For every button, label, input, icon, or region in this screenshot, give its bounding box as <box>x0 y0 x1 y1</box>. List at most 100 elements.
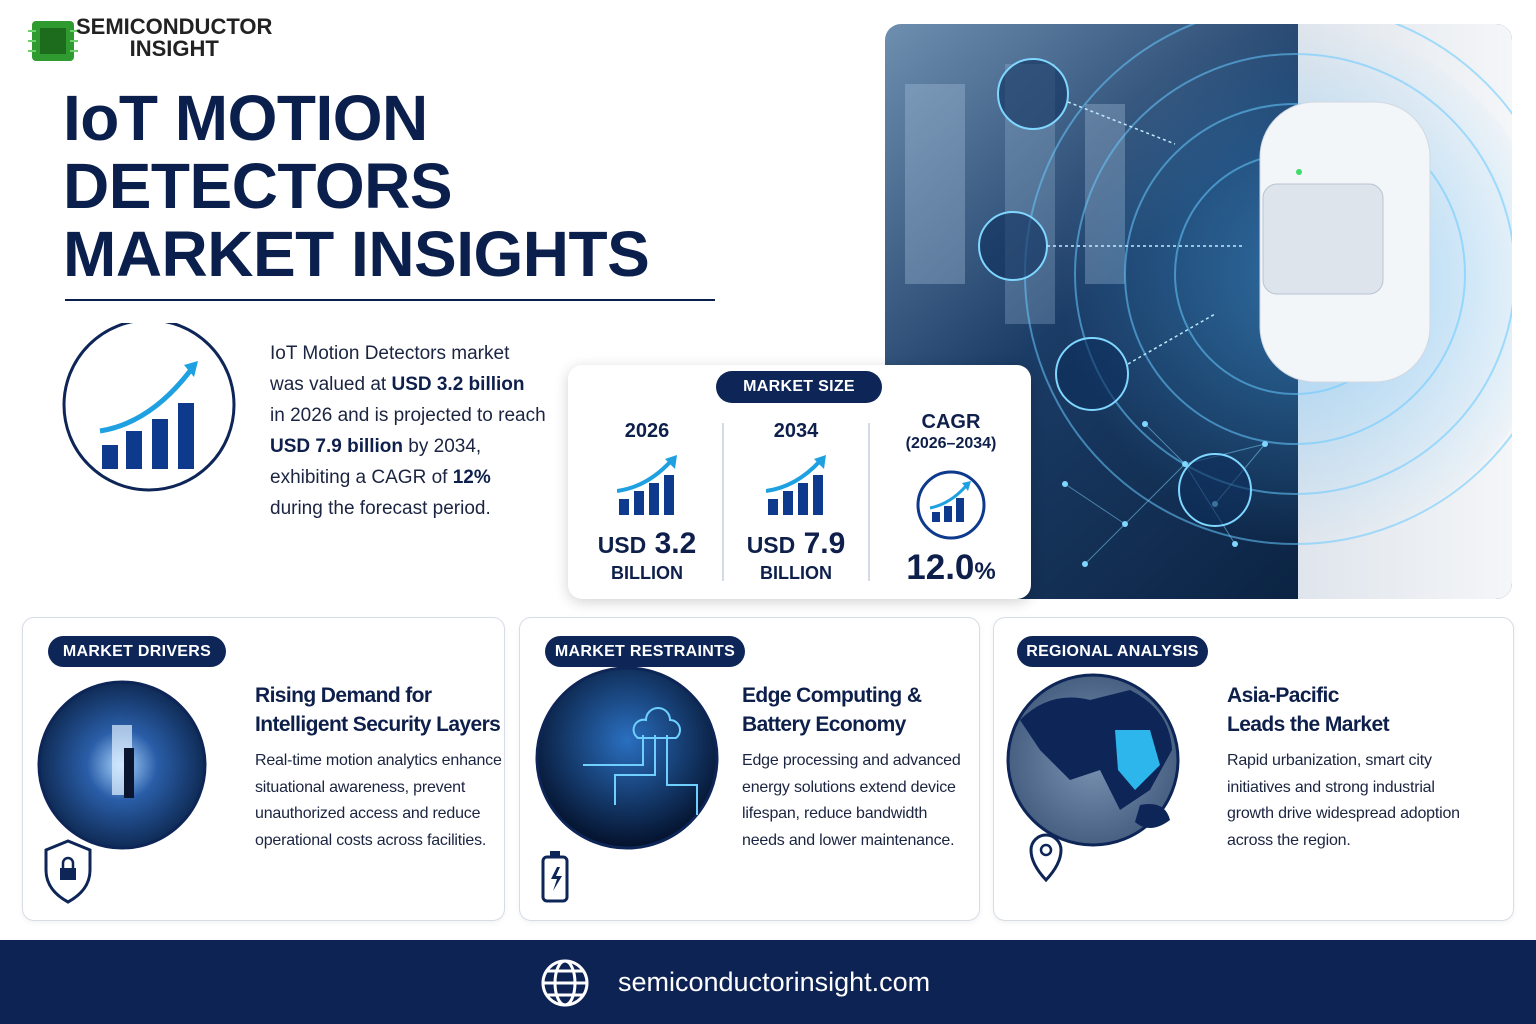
growth-icon <box>62 323 236 492</box>
title-line: MARKET INSIGHTS <box>63 218 650 290</box>
decoration <box>62 323 236 492</box>
summary: IoT Motion Detectors market was valued at… <box>270 338 546 524</box>
stat-unit: BILLION <box>611 563 683 583</box>
summary-line: in 2026 and is projected to reach <box>270 400 546 431</box>
logo-icon <box>28 21 78 61</box>
decoration <box>1055 337 1129 411</box>
card-body: lifespan, reduce bandwidth <box>742 805 928 822</box>
cagr-value: 12.0% <box>871 548 1031 588</box>
stat-unit: BILLION <box>760 563 832 583</box>
card-body: needs and lower maintenance. <box>742 831 955 849</box>
title-line: IoT MOTION <box>63 82 428 154</box>
decoration <box>1124 103 1466 445</box>
decoration <box>929 485 968 510</box>
badge: MARKET SIZE <box>716 371 882 403</box>
decoration <box>99 369 192 434</box>
card-heading: Battery Economy <box>742 713 906 736</box>
decoration <box>649 483 659 515</box>
card-heading: Asia-Pacific <box>1227 684 1339 707</box>
cagr-icon <box>916 470 986 540</box>
stat-amount: USD 3.2 <box>572 527 722 561</box>
decoration <box>102 445 118 469</box>
summary-text: 12% <box>452 467 491 488</box>
card-body: Real-time motion analytics enhance <box>255 752 502 769</box>
decoration <box>666 735 698 815</box>
badge: REGIONAL ANALYSIS <box>1017 636 1208 667</box>
title-line: DETECTORS <box>63 150 453 222</box>
decoration <box>1262 183 1384 295</box>
globe-icon <box>541 959 589 1007</box>
logo-line: SEMICONDUCTOR <box>76 14 273 39</box>
decoration <box>184 361 198 377</box>
decoration <box>814 455 826 469</box>
summary-line: during the forecast period. <box>270 493 546 524</box>
decoration <box>1124 463 1186 525</box>
card-images <box>37 666 1180 904</box>
hero-photo <box>885 24 1512 599</box>
card-body: Edge processing and advanced <box>742 752 961 769</box>
stat-amount: USD 7.9 <box>721 527 871 561</box>
badge: MARKET DRIVERS <box>48 636 226 667</box>
card-body: across the region. <box>1227 831 1351 849</box>
decoration <box>956 498 964 522</box>
card-heading: Leads the Market <box>1227 713 1390 736</box>
title-rule <box>65 299 715 301</box>
decoration <box>124 748 134 798</box>
decoration <box>1135 804 1170 829</box>
decoration <box>766 459 822 493</box>
decoration <box>547 969 583 997</box>
summary-text: IoT Motion Detectors market <box>270 343 510 364</box>
decoration <box>768 499 778 515</box>
decoration <box>783 491 793 515</box>
stat-space <box>646 527 654 560</box>
divider <box>868 423 870 581</box>
decoration <box>932 512 940 522</box>
decoration <box>885 24 1512 599</box>
stat-currency: USD <box>746 532 796 558</box>
decoration <box>126 431 142 469</box>
card-body: situational awareness, prevent <box>255 778 466 796</box>
decoration <box>551 867 562 891</box>
decoration <box>632 707 681 739</box>
badge: MARKET RESTRAINTS <box>545 636 745 667</box>
stat-number: 7.9 <box>803 527 846 560</box>
decoration <box>541 959 589 1007</box>
summary-line: was valued at USD 3.2 billion <box>270 369 546 400</box>
decoration <box>665 455 677 469</box>
summary-text: by 2034, <box>403 436 482 457</box>
summary-text: exhibiting a CAGR of <box>270 467 453 488</box>
summary-line: USD 7.9 billion by 2034, <box>270 431 546 462</box>
decoration <box>60 868 76 880</box>
card-body: initiatives and strong industrial <box>1227 778 1435 796</box>
decoration <box>583 707 698 815</box>
stat-icon <box>617 455 677 515</box>
summary-line: IoT Motion Detectors market <box>270 338 546 369</box>
decoration <box>1039 843 1053 857</box>
decoration <box>1047 101 1245 365</box>
cagr-label: CAGR <box>921 411 981 433</box>
decoration <box>944 506 952 522</box>
decoration <box>997 58 1069 130</box>
decoration <box>152 419 168 469</box>
card-body: energy solutions extend device <box>742 778 956 796</box>
logo-text: SEMICONDUCTOR INSIGHT <box>76 16 272 60</box>
stat-year: 2026 <box>624 420 670 442</box>
decoration <box>583 735 644 766</box>
summary-text: USD 3.2 billion <box>391 374 525 395</box>
card-heading: Edge Computing & <box>742 684 922 707</box>
decoration <box>550 851 560 857</box>
decoration <box>905 84 965 284</box>
card-heading: Intelligent Security Layers <box>255 713 501 736</box>
decoration <box>535 666 719 850</box>
cagr-unit: % <box>974 558 996 585</box>
decoration <box>1296 169 1302 175</box>
card-body: unauthorized access and reduce <box>255 805 481 822</box>
decoration <box>1084 523 1126 565</box>
decoration <box>978 211 1048 281</box>
decoration <box>614 735 656 805</box>
divider <box>722 423 724 581</box>
decoration <box>1064 483 1126 525</box>
decoration <box>813 475 823 515</box>
decoration <box>962 481 971 491</box>
summary-line: exhibiting a CAGR of 12% <box>270 462 546 493</box>
